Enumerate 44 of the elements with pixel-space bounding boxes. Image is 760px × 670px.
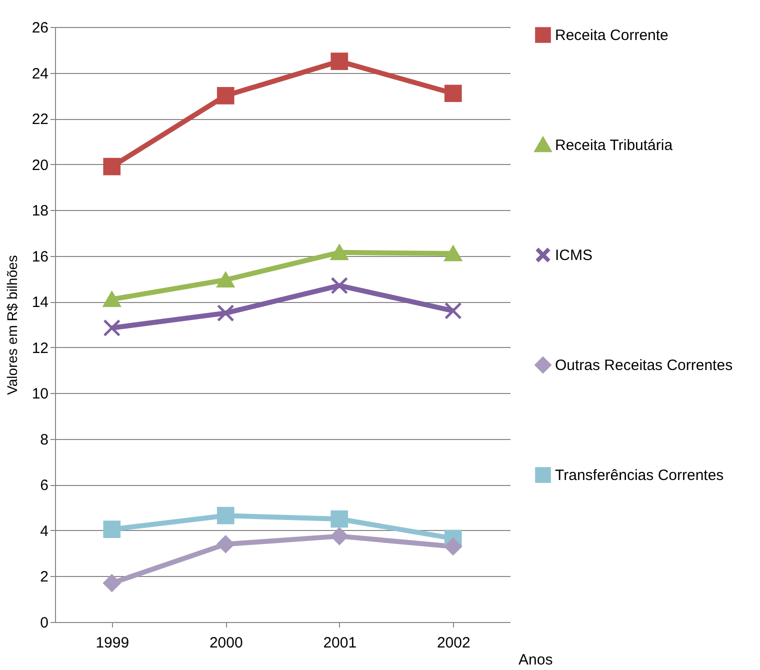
- point: [444, 246, 462, 262]
- y-tick-label: 16: [32, 248, 48, 266]
- y-tick-label: 4: [40, 522, 48, 540]
- point: [103, 574, 121, 592]
- y-tick-label: 18: [32, 202, 48, 220]
- point: [103, 158, 121, 176]
- x-tick-label: 2000: [209, 634, 243, 652]
- x-tick-label: 1999: [96, 634, 130, 652]
- point: [103, 520, 121, 538]
- point: [330, 244, 348, 260]
- y-tick-label: 8: [40, 431, 48, 448]
- y-tick-label: 20: [32, 156, 48, 174]
- point: [216, 506, 234, 524]
- x-tick-label: 2001: [323, 634, 357, 652]
- y-tick-label: 14: [32, 294, 48, 312]
- legend-label: Transferências Correntes: [555, 467, 724, 484]
- y-tick-label: 22: [32, 111, 48, 128]
- legend-label: ICMS: [555, 247, 592, 264]
- point: [444, 84, 462, 102]
- point: [216, 86, 234, 104]
- legend-label: Receita Tributária: [555, 137, 674, 154]
- point: [103, 319, 121, 337]
- point: [103, 292, 121, 307]
- y-tick-label: 2: [40, 568, 48, 586]
- y-tick-label: 0: [40, 614, 48, 632]
- y-tick-label: 24: [32, 65, 48, 82]
- point: [216, 304, 234, 322]
- x-axis-title: Anos: [518, 652, 553, 668]
- point: [330, 510, 348, 528]
- y-tick-label: 10: [32, 386, 48, 403]
- legend-label: Receita Corrente: [555, 27, 668, 44]
- point: [330, 528, 348, 545]
- y-tick-label: 6: [40, 477, 48, 494]
- point: [444, 538, 462, 556]
- point: [330, 276, 348, 294]
- legend-label: Outras Receitas Correntes: [555, 357, 733, 374]
- point: [216, 536, 234, 553]
- y-tick-label: 26: [32, 20, 48, 36]
- y-axis-title: Valores em R$ bilhões: [4, 255, 20, 395]
- x-tick-label: 2002: [436, 634, 470, 652]
- y-tick-label: 12: [32, 340, 48, 357]
- point: [216, 272, 234, 288]
- point: [330, 52, 348, 70]
- point: [444, 302, 462, 320]
